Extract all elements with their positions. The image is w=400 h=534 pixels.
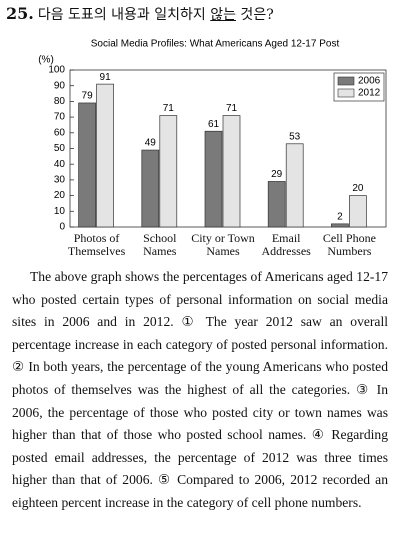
x-tick-label: Photos of Themselves bbox=[67, 231, 126, 258]
prompt-emphasis: 않는 bbox=[210, 7, 236, 23]
intro-sentence: The above graph shows the percentages of… bbox=[12, 269, 388, 330]
option-text: Compared to 2006, 2012 recorded an eight… bbox=[12, 472, 388, 510]
legend-label: 2006 bbox=[358, 76, 381, 87]
y-tick-label: 70 bbox=[54, 112, 66, 123]
y-tick-label: 0 bbox=[59, 222, 65, 230]
option-marker: ② bbox=[12, 359, 25, 375]
option-text: The year 2012 saw an overall percentage … bbox=[12, 314, 389, 352]
y-tick-label: 60 bbox=[54, 127, 66, 138]
y-tick-label: 50 bbox=[54, 143, 66, 154]
bar bbox=[331, 223, 349, 228]
prompt: 다음 도표의 내용과 일치하지 bbox=[37, 7, 211, 23]
bar bbox=[204, 130, 223, 228]
question: 25. 다음 도표의 내용과 일치하지 않는 것은? bbox=[6, 4, 274, 24]
x-tick-label: School Names bbox=[143, 231, 177, 258]
bar bbox=[141, 149, 160, 228]
bar bbox=[285, 143, 304, 228]
chart-title: Social Media Profiles: What Americans Ag… bbox=[91, 39, 340, 50]
passage: The above graph shows the percentages of… bbox=[12, 266, 388, 515]
value-label: 71 bbox=[163, 103, 175, 114]
value-label: 91 bbox=[100, 72, 112, 83]
value-label: 71 bbox=[226, 103, 238, 114]
value-label: 2 bbox=[337, 212, 343, 223]
option-marker: ① bbox=[181, 314, 199, 330]
x-tick-label: Email Addresses bbox=[261, 231, 311, 258]
y-tick-label: 20 bbox=[54, 190, 66, 201]
y-tick-label: 80 bbox=[54, 96, 66, 107]
chart: Social Media Profiles: What Americans Ag… bbox=[38, 39, 387, 230]
y-unit: (%) bbox=[38, 55, 54, 66]
option-marker: ③ bbox=[356, 381, 371, 397]
y-tick-label: 10 bbox=[54, 206, 66, 217]
option-marker: ⑤ bbox=[158, 472, 172, 488]
value-label: 53 bbox=[289, 131, 301, 142]
value-label: 20 bbox=[352, 183, 364, 194]
bar bbox=[159, 115, 178, 228]
bar bbox=[349, 195, 367, 228]
value-label: 61 bbox=[208, 119, 220, 130]
option-marker: ④ bbox=[311, 427, 326, 443]
x-tick-label: City or Town Names bbox=[191, 231, 255, 258]
value-label: 79 bbox=[82, 91, 94, 102]
value-label: 49 bbox=[145, 138, 157, 149]
option-text: In 2006, the percentage of those who pos… bbox=[12, 381, 388, 443]
y-tick-label: 90 bbox=[54, 80, 66, 91]
legend-swatch bbox=[337, 88, 355, 98]
option-text: In both years, the percentage of the you… bbox=[12, 359, 389, 397]
x-tick-label: Cell Phone Numbers bbox=[322, 231, 376, 258]
option-text: Regarding posted email addresses, the pe… bbox=[12, 427, 389, 488]
value-label: 29 bbox=[271, 169, 283, 180]
legend-label: 2012 bbox=[358, 88, 381, 99]
legend-swatch bbox=[337, 76, 355, 86]
bar bbox=[78, 102, 96, 228]
prompt: 것은? bbox=[235, 7, 274, 23]
bar bbox=[96, 83, 114, 228]
bar bbox=[267, 181, 286, 228]
y-tick-label: 30 bbox=[54, 175, 66, 186]
y-tick-label: 40 bbox=[54, 159, 66, 170]
y-tick-label: 100 bbox=[48, 65, 65, 76]
bar bbox=[222, 115, 241, 228]
question-number: 25. bbox=[6, 4, 34, 23]
